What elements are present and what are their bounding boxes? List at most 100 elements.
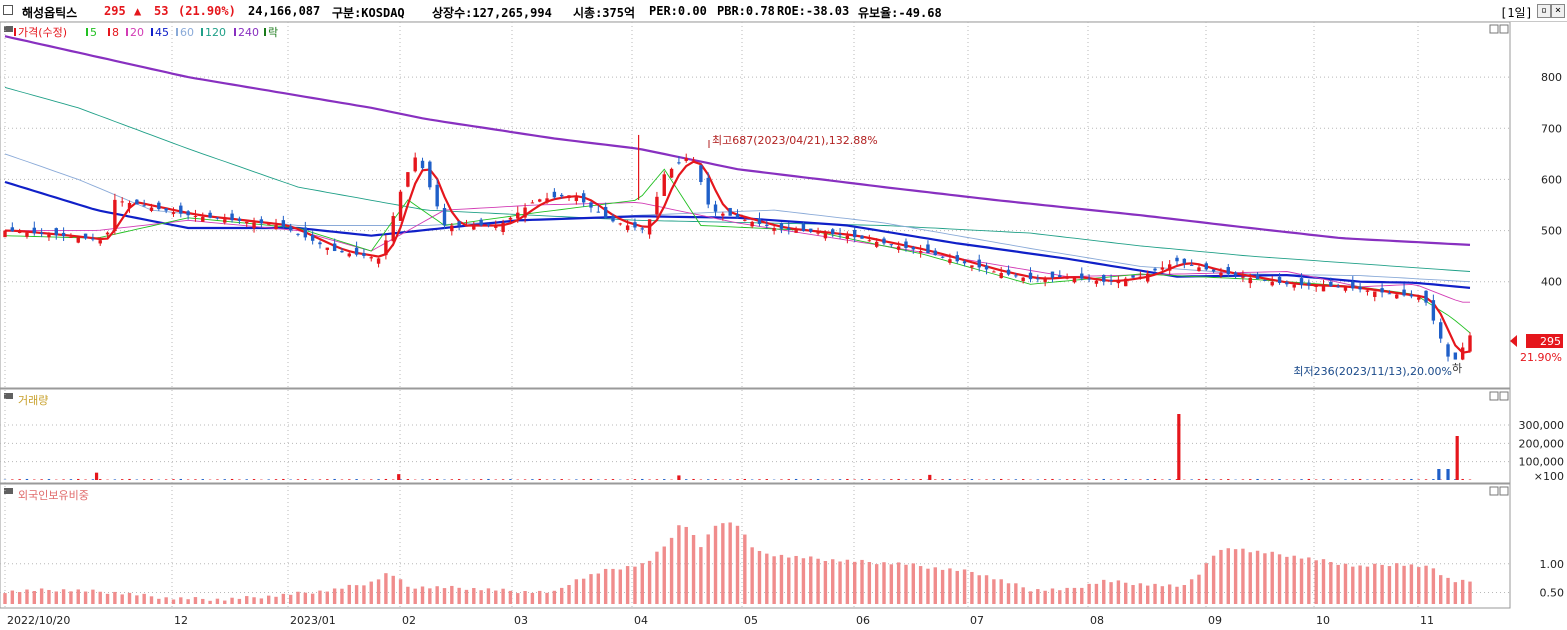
price-pane-grip-icon[interactable] (4, 26, 13, 32)
volume-bar (1190, 479, 1193, 480)
foreign-ownership-bar (1160, 586, 1165, 604)
foreign-ownership-bar (1292, 555, 1296, 604)
foreign-ownership-bar (1219, 549, 1223, 604)
foreign-ownership-bar (1255, 550, 1260, 604)
minimize-window-button[interactable]: ▫ (1537, 4, 1551, 18)
foreign-ownership-bar (1380, 564, 1384, 604)
foreign-ownership-bar (1167, 584, 1172, 604)
price-pane-close-icon[interactable] (1499, 24, 1509, 34)
candle-body (47, 234, 51, 238)
volume-bar (1219, 479, 1223, 480)
foreign-ownership-bar (32, 591, 36, 604)
foreign-ownership-bar (918, 566, 923, 604)
volume-bar (1249, 479, 1252, 480)
foreign-ownership-bar (91, 589, 95, 604)
x-axis-labels: 2022/10/20 12 2023/01 02 03 04 05 06 07 08 09 10 11 (7, 614, 1434, 627)
candle-body (1094, 280, 1099, 284)
y-axis-labels: 800 700 600 500 400 300,000 200,000 100,000×100… (1519, 71, 1565, 599)
foreign-ownership-bar (340, 588, 344, 604)
foreign-ownership-bar (992, 579, 996, 604)
candle-body (186, 211, 190, 216)
volume-bar (860, 479, 864, 480)
candle-body (809, 228, 813, 232)
candle-body (1058, 275, 1062, 278)
candle-body (1468, 335, 1472, 352)
volume-bar (589, 478, 593, 480)
foreign-ownership-bar (684, 526, 688, 604)
price-tick-label: 800 (1541, 71, 1562, 84)
foreign-ownership-bar (984, 575, 989, 604)
volume-bar (560, 479, 563, 480)
foreign-ownership-bar (252, 597, 256, 604)
foreign-ownership-bar (486, 588, 491, 604)
legend-swatch (264, 28, 266, 36)
volume-bar (1153, 478, 1157, 480)
candle-body (1380, 288, 1384, 293)
volume-bar (1227, 479, 1230, 480)
volume-bar (934, 479, 937, 480)
candle-body (1439, 322, 1443, 339)
candle-body (113, 199, 117, 231)
select-checkbox[interactable] (3, 5, 13, 15)
stock-name[interactable]: 해성옵틱스 (22, 6, 78, 20)
candle-body (237, 218, 242, 221)
last-change-label: 21.90% (1520, 351, 1562, 364)
candle-body (581, 193, 586, 203)
volume-bar (1051, 478, 1054, 480)
foreign-ownership-bar (567, 585, 571, 604)
candle-body (1453, 352, 1458, 360)
foreign-pane-close-icon[interactable] (1499, 486, 1509, 496)
foreign-ownership-bar (1241, 548, 1245, 604)
volume-bar (1168, 479, 1171, 480)
volume-bar (992, 479, 996, 480)
volume-bar (919, 479, 922, 480)
volume-pane-grip-icon[interactable] (4, 393, 13, 399)
volume-pane (0, 388, 1511, 484)
foreign-ownership-bar (1431, 568, 1436, 604)
foreign-ownership-bar (332, 588, 337, 604)
roe-value: ROE:-38.03 (777, 4, 850, 18)
volume-tick-label: 100,000 (1519, 456, 1565, 469)
candle-body (464, 225, 469, 227)
foreign-ownership-bar (391, 575, 395, 604)
volume-bar (274, 479, 278, 480)
candle-body (472, 225, 476, 230)
foreign-ownership-bar (1417, 567, 1421, 604)
period-button[interactable]: [1일] (1500, 6, 1533, 20)
foreign-pane-minimize-icon[interactable] (1489, 486, 1499, 496)
volume-bar (282, 478, 285, 480)
foreign-ownership-bar (1439, 575, 1443, 604)
volume-spike-bar (1446, 469, 1450, 480)
foreign-ownership-bar (743, 534, 747, 604)
foreign-ownership-bar (406, 586, 410, 604)
foreign-ownership-bar (310, 593, 315, 604)
price-tick-label: 400 (1541, 276, 1562, 289)
foreign-ownership-bar (699, 547, 703, 604)
volume-bar (897, 478, 900, 480)
volume-bar (787, 479, 790, 480)
candle-body (391, 216, 395, 242)
candle-body (1233, 272, 1238, 276)
candle-body (1343, 287, 1348, 291)
volume-bar (1307, 478, 1311, 480)
foreign-ownership-bar (904, 564, 908, 604)
foreign-ownership-bar (1285, 556, 1289, 604)
foreign-ownership-bar (149, 596, 154, 604)
pbr-value: PBR:0.78 (717, 4, 775, 18)
candle-body (1431, 300, 1436, 321)
volume-pane-close-icon[interactable] (1499, 391, 1509, 401)
candle-body (332, 243, 337, 252)
foreign-pane-grip-icon[interactable] (4, 488, 13, 494)
price-pane-minimize-icon[interactable] (1489, 24, 1499, 34)
volume-pane-minimize-icon[interactable] (1489, 391, 1499, 401)
candle-body (1204, 263, 1208, 270)
volume-bar (479, 479, 483, 480)
foreign-ownership-bar (611, 568, 615, 604)
candle-body (874, 241, 879, 247)
volume-bar (47, 479, 51, 480)
foreign-ownership-bar (970, 571, 974, 604)
candle-body (1072, 277, 1077, 283)
volume-bar (626, 479, 629, 480)
candle-body (223, 219, 227, 223)
close-window-button[interactable]: × (1551, 4, 1565, 18)
